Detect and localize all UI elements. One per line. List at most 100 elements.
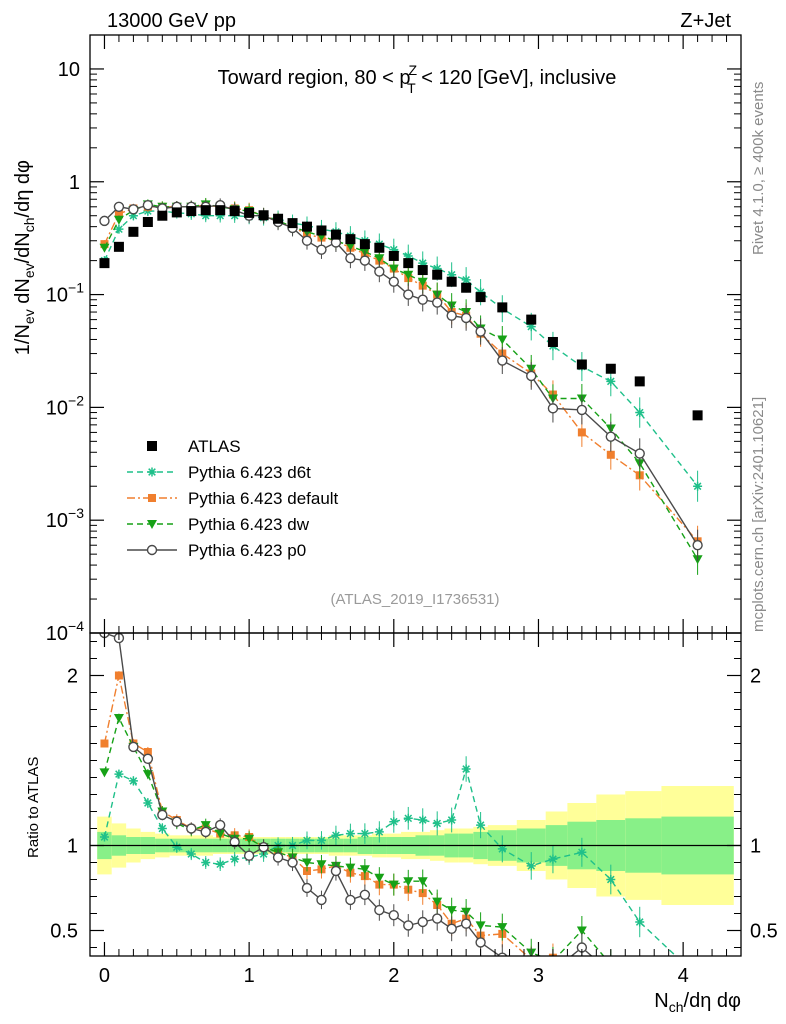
main-point-atlas xyxy=(359,239,370,250)
main-point-p0 xyxy=(475,326,486,337)
ratio-point-p0 xyxy=(388,910,399,921)
ratio-point-p0 xyxy=(432,913,443,924)
ratio-point-d6t xyxy=(635,917,645,927)
main-point-p0 xyxy=(403,289,414,300)
ratio-point-p0 xyxy=(229,836,240,848)
main-point-atlas xyxy=(475,292,486,303)
ratio-point-default xyxy=(418,889,427,898)
main-point-dw xyxy=(417,277,428,287)
main-point-atlas xyxy=(171,207,182,218)
main-point-d6t xyxy=(635,408,645,418)
main-point-atlas xyxy=(316,225,327,236)
ratio-point-default xyxy=(143,748,152,756)
ratio-point-dw xyxy=(142,770,153,780)
main-series-p0 xyxy=(99,198,703,561)
main-point-d6t xyxy=(447,270,457,280)
ratio-point-d6t xyxy=(302,835,312,845)
legend-marker-d6t xyxy=(147,467,157,477)
ratio-point-d6t xyxy=(143,798,153,808)
ratio-point-d6t xyxy=(447,815,457,825)
ratio-point-p0 xyxy=(258,842,269,853)
ratio-plot-series xyxy=(99,633,677,981)
main-point-atlas xyxy=(634,376,645,387)
ratio-point-p0 xyxy=(374,904,385,916)
ratio-point-p0 xyxy=(171,816,183,827)
main-point-p0 xyxy=(128,204,139,215)
legend-entry-p0: Pythia 6.423 p0 xyxy=(127,541,306,560)
main-point-default xyxy=(606,450,615,459)
ratio-point-d6t xyxy=(418,815,428,825)
ratio-y-tick-label-right: 2 xyxy=(750,666,761,688)
ratio-point-d6t xyxy=(230,854,240,864)
ratio-line-default xyxy=(103,675,529,956)
ratio-point-dw xyxy=(215,829,226,839)
legend-marker-atlas xyxy=(147,441,157,451)
ratio-point-d6t xyxy=(374,827,384,837)
ratio-point-default xyxy=(100,739,109,748)
legend-entry-atlas: ATLAS xyxy=(147,437,241,456)
main-point-dw xyxy=(497,335,508,345)
ratio-point-p0 xyxy=(214,819,226,831)
main-point-d6t xyxy=(526,322,536,332)
main-point-atlas xyxy=(446,276,457,287)
ratio-y-tick-label: 0.5 xyxy=(50,921,78,943)
ratio-point-p0 xyxy=(359,889,371,900)
main-point-atlas xyxy=(692,410,703,421)
legend-label-p0: Pythia 6.423 p0 xyxy=(188,541,306,560)
ratio-point-d6t xyxy=(331,830,341,840)
main-point-d6t xyxy=(403,251,413,261)
ratio-point-p0 xyxy=(330,865,342,877)
ratio-point-d6t xyxy=(201,858,211,867)
ratio-point-dw xyxy=(403,877,414,887)
ratio-point-d6t xyxy=(461,764,471,774)
ratio-point-p0 xyxy=(186,823,197,834)
main-point-d6t xyxy=(215,211,225,221)
axes: 10 1 10−1 10−2 10−3 10−4 0 1 2 3 4 0.5 0.5 1 1 2 2 xyxy=(46,34,778,987)
main-point-p0 xyxy=(692,540,703,551)
legend-entry-d6t: Pythia 6.423 d6t xyxy=(127,463,311,482)
ratio-point-d6t xyxy=(389,817,399,827)
main-point-atlas xyxy=(461,282,472,293)
main-point-dw xyxy=(388,264,399,274)
main-point-d6t xyxy=(114,224,124,234)
ratio-line-d6t xyxy=(103,766,677,956)
main-y-tick-label: 10 xyxy=(58,59,80,81)
main-y-tick-label: 10−2 xyxy=(46,392,84,419)
main-y-tick-label: 10−1 xyxy=(46,280,84,307)
ratio-point-dw xyxy=(432,897,443,907)
main-point-atlas xyxy=(374,242,385,253)
main-point-atlas xyxy=(142,216,153,227)
main-point-atlas xyxy=(244,207,255,218)
legend-marker-dw xyxy=(147,520,157,529)
main-point-atlas xyxy=(576,359,587,370)
main-point-p0 xyxy=(301,235,313,246)
ratio-point-d6t xyxy=(172,842,182,852)
ratio-point-dw xyxy=(99,768,110,778)
ratio-point-d6t xyxy=(497,844,507,854)
ratio-point-dw xyxy=(446,906,457,916)
main-y-tick-label: 1 xyxy=(69,172,80,194)
ratio-y-axis-label: Ratio to ATLAS xyxy=(25,757,42,858)
main-point-atlas xyxy=(547,336,558,347)
ratio-point-default xyxy=(578,969,586,977)
ratio-point-d6t xyxy=(157,824,167,833)
legend-label-atlas: ATLAS xyxy=(188,437,241,456)
x-tick-label: 1 xyxy=(244,965,255,987)
ratio-point-p0 xyxy=(287,857,298,868)
ratio-point-d6t xyxy=(606,875,616,884)
legend-marker-p0 xyxy=(146,544,158,556)
ratio-y-tick-label: 2 xyxy=(67,666,78,688)
legend-marker-default xyxy=(148,494,156,502)
main-point-atlas xyxy=(157,210,168,221)
ratio-point-p0 xyxy=(460,918,472,929)
main-point-atlas xyxy=(186,206,197,217)
ratio-point-d6t xyxy=(186,849,196,859)
ratio-point-p0 xyxy=(157,809,168,821)
ratio-point-d6t xyxy=(548,854,558,864)
ratio-point-p0 xyxy=(635,972,644,981)
main-point-atlas xyxy=(273,213,284,224)
main-point-atlas xyxy=(215,205,226,216)
ratio-point-dw xyxy=(316,860,327,870)
main-point-dw xyxy=(99,243,110,253)
